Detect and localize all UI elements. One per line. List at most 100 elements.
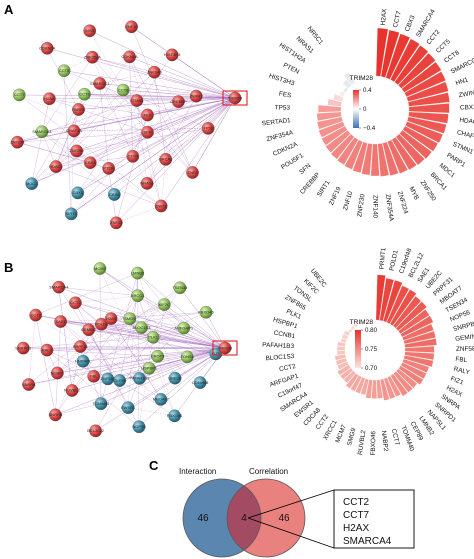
- radial-bar-c19orf47: [337, 361, 349, 370]
- network-edge: [31, 97, 236, 184]
- network-node-fes: FES: [141, 108, 154, 122]
- radial-label-hist3h3: HIST3H3: [268, 73, 296, 88]
- node-circle: [109, 216, 123, 230]
- radial-bar-zwint: [407, 92, 450, 107]
- radial-label-sfn: SFN: [298, 162, 313, 176]
- network-edge: [55, 166, 162, 207]
- radial-bar-myb: [387, 139, 409, 174]
- network-edge: [165, 97, 236, 160]
- radial-label-cct2: CCT2: [426, 28, 442, 46]
- radial-bar-tomm40: [383, 377, 396, 400]
- network-node-parp1: PARP1: [72, 103, 86, 116]
- network-edge: [154, 71, 236, 99]
- radial-bar-cct7: [380, 378, 390, 401]
- node-label: TOMM40: [93, 401, 110, 406]
- radial-bar-chaf1a: [406, 116, 447, 134]
- network-edge: [35, 314, 226, 349]
- node-circle: [133, 372, 146, 385]
- node-label: TRIM28: [218, 345, 233, 350]
- network-edge: [78, 97, 236, 110]
- radial-bar-xrcc1: [350, 375, 363, 392]
- radial-bar-pten: [339, 90, 346, 98]
- node-circle: [16, 341, 30, 355]
- network-edge: [71, 97, 236, 215]
- radial-bar-cct2: [345, 372, 359, 389]
- radial-bar-znf354a: [377, 143, 390, 177]
- network-edge: [35, 314, 226, 349]
- node-label: ZNF224: [10, 139, 25, 144]
- venn-overlap-region: [226, 485, 261, 551]
- network-edge: [89, 30, 124, 91]
- network-edge: [55, 324, 102, 415]
- network-node-h2ax: H2AX: [104, 312, 118, 325]
- radial-label-stmn1: STMN1: [452, 141, 474, 156]
- radial-label-fes: FES: [278, 90, 291, 99]
- radial-bar-fbxo46: [371, 379, 378, 399]
- radial-label-cct8: CCT8: [443, 49, 461, 65]
- network-edge: [93, 327, 184, 377]
- network-edge: [110, 318, 162, 400]
- node-circle: [189, 89, 203, 103]
- node-circle: [94, 397, 108, 411]
- node-label: SNRPB: [49, 412, 63, 417]
- radial-label-pten: PTEN: [282, 62, 301, 76]
- node-label: RUVBL2: [64, 388, 80, 393]
- network-node-bloc1s3: BLOC1S3: [132, 321, 151, 334]
- radial-bar-hspbp1: [340, 337, 347, 344]
- panel-a-network: TP53 BRCA1 CTTN ZNF2 NRAS1 PTEN ZNF12 CBX5 CBX3 Z…: [10, 20, 248, 230]
- network-node-mcm7: MCM7: [93, 262, 107, 275]
- network-edge: [57, 356, 158, 374]
- network-edge: [55, 403, 101, 416]
- node-circle: [76, 354, 90, 368]
- network-edge: [119, 380, 175, 417]
- node-circle: [141, 108, 154, 122]
- node-label: ZNF354A: [84, 54, 101, 59]
- network-node-xrcc1: XRCC1: [131, 289, 145, 303]
- node-label: EWSR1: [121, 405, 136, 410]
- venn-gene-box: [333, 489, 415, 549]
- network-node-nras1: NRAS1: [140, 177, 155, 190]
- network-node-cct7: CCT7: [29, 308, 43, 322]
- network-edge: [99, 83, 109, 169]
- network-node-sirt1: SIRT1: [64, 207, 78, 221]
- network-node-cdkn2a: CDKN2A: [39, 41, 56, 55]
- network-edge: [49, 98, 148, 116]
- network-edge: [60, 321, 120, 381]
- radial-bar-ube2c: [392, 295, 422, 329]
- network-edge: [99, 268, 138, 296]
- highlight-box: [212, 340, 238, 356]
- radial-label-pafah1b3: PAFAH1B3: [262, 342, 295, 350]
- node-label: CCT7: [14, 92, 25, 97]
- radial-bar-znf865: [343, 330, 351, 337]
- radial-bar-fbl: [404, 351, 435, 361]
- network-edge: [192, 97, 236, 173]
- network-node-arfgap1: ARFGAP1: [174, 321, 194, 335]
- radial-label-plk1: PLK1: [285, 308, 303, 321]
- network-edge: [101, 323, 154, 338]
- radial-bar-znf10: [352, 141, 368, 174]
- node-label: FIZ1: [212, 351, 221, 356]
- node-circle: [173, 281, 187, 295]
- node-label: CREBBP: [170, 99, 187, 104]
- panel-b-letter: B: [4, 260, 13, 275]
- radial-bar-fiz1: [402, 358, 430, 373]
- node-circle: [148, 65, 161, 79]
- colorbar: [353, 90, 359, 128]
- network-node-bcl2l12: BCL2L12: [87, 424, 105, 438]
- network-edge: [129, 56, 148, 116]
- network-edge: [183, 327, 226, 349]
- radial-bar-crebbp: [330, 133, 355, 160]
- panel-a-letter: A: [4, 2, 14, 17]
- node-circle: [51, 366, 64, 380]
- node-label: SNRPA: [22, 382, 36, 387]
- node-circle: [123, 50, 136, 64]
- radial-label-znf354a: ZNF354A: [384, 194, 395, 223]
- node-circle: [49, 160, 63, 173]
- radial-bar-c19orf48: [382, 279, 403, 323]
- network-node-znf250: ZNF250: [69, 144, 85, 158]
- network-node-snrpd1: SNRPD1: [15, 341, 32, 355]
- network-node-nop56: NOP56: [132, 420, 146, 434]
- radial-label-ruvbl2: RUVBL2: [357, 429, 367, 455]
- network-edge: [154, 72, 179, 102]
- panel-b-radial-chart: PRMT1 POLD1C19orf48BCL2L12SAE1UBE2CPRPF31…: [262, 247, 474, 456]
